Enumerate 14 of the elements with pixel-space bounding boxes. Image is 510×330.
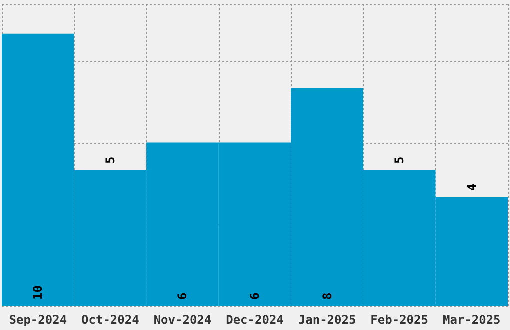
x-tick-label: Oct-2024 <box>82 313 140 327</box>
x-tick-label: Jan-2025 <box>298 313 356 327</box>
data-label: 6 <box>248 292 262 300</box>
x-tick-label: Dec-2024 <box>226 313 284 327</box>
x-tick-label: Mar-2025 <box>442 313 501 327</box>
data-label: 5 <box>103 156 118 164</box>
x-tick-label: Feb-2025 <box>370 313 428 327</box>
x-tick-label: Sep-2024 <box>9 313 68 327</box>
data-label: 5 <box>392 156 407 164</box>
x-tick-label: Nov-2024 <box>154 313 212 327</box>
data-label: 10 <box>31 286 46 300</box>
data-label: 6 <box>176 292 190 300</box>
data-label: 4 <box>464 184 479 192</box>
data-label: 8 <box>320 292 334 300</box>
